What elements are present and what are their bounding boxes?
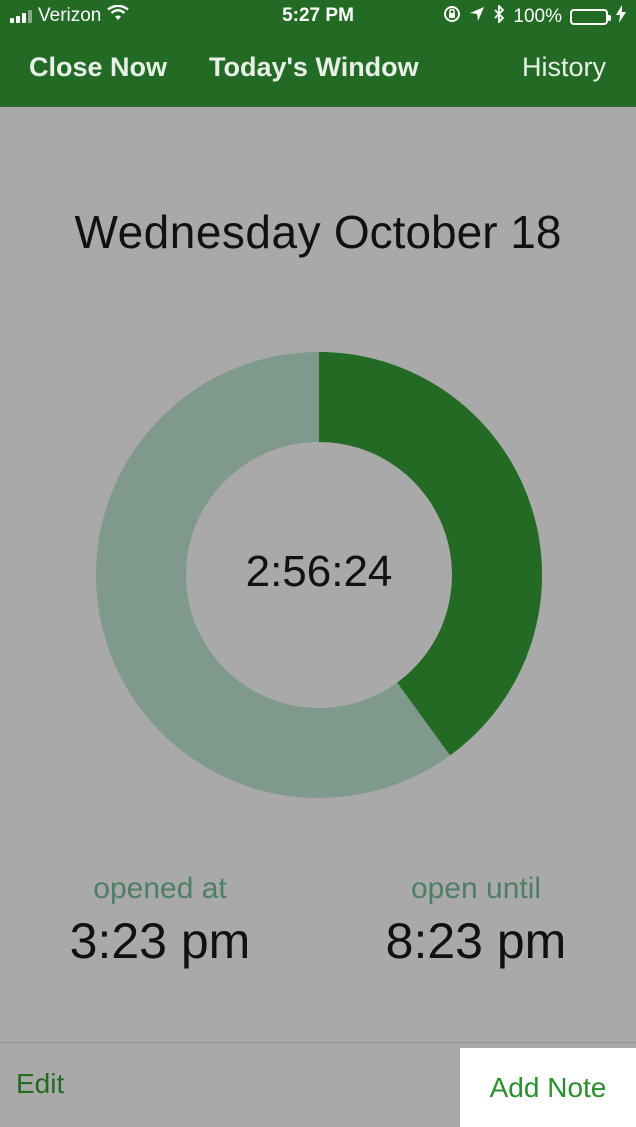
navigation-bar: Close Now Today's Window History xyxy=(0,52,636,92)
wifi-icon xyxy=(107,4,130,27)
status-right: 100% xyxy=(443,3,626,29)
opened-at-label: opened at xyxy=(93,872,227,905)
open-until-label: open until xyxy=(410,872,542,905)
status-time: 5:27 PM xyxy=(282,5,354,26)
month-day-label: October 18 xyxy=(333,206,562,258)
bluetooth-icon xyxy=(493,3,505,29)
todays-window-tab[interactable]: Today's Window xyxy=(209,52,419,82)
history-button[interactable]: History xyxy=(521,52,606,82)
rotation-lock-icon xyxy=(443,5,461,29)
weekday-label: Wednesday xyxy=(74,206,322,258)
elapsed-timer: 2:56:24 xyxy=(245,547,393,596)
status-left: Verizon xyxy=(10,4,130,27)
ring-progress xyxy=(318,352,542,756)
progress-ring: 2:56:24 xyxy=(96,352,542,798)
open-until-value: 8:23 pm xyxy=(385,913,567,969)
add-note-button[interactable]: Add Note xyxy=(460,1048,636,1127)
battery-percent: 100% xyxy=(513,6,562,27)
top-bar: Verizon 5:27 PM xyxy=(0,0,636,107)
edit-button[interactable]: Edit xyxy=(16,1068,65,1099)
date-heading: Wednesday October 18 xyxy=(0,205,636,259)
battery-icon xyxy=(570,9,611,25)
opened-at-block: opened at 3:23 pm xyxy=(30,872,290,970)
close-now-button[interactable]: Close Now xyxy=(29,52,168,82)
signal-bars-icon xyxy=(10,9,32,23)
status-bar: Verizon 5:27 PM xyxy=(0,0,636,34)
carrier-label: Verizon xyxy=(38,5,102,26)
bottom-toolbar: Edit Add Note xyxy=(0,1042,636,1127)
location-arrow-icon xyxy=(469,6,485,28)
open-until-block: open until 8:23 pm xyxy=(346,872,606,970)
opened-at-value: 3:23 pm xyxy=(69,913,251,969)
charging-bolt-icon xyxy=(616,5,626,29)
